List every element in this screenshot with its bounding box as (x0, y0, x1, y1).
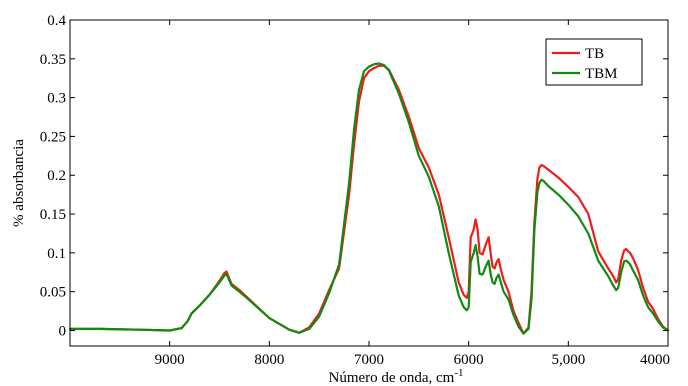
y-tick-label: 0.2 (47, 168, 66, 184)
x-axis-title-superscript: -1 (454, 367, 463, 379)
legend-label-tb: TB (585, 46, 604, 62)
x-axis-title: Número de onda, cm-1 (329, 367, 464, 386)
y-tick-label: 0.35 (40, 52, 66, 68)
legend-label-tbm: TBM (585, 66, 618, 82)
y-tick-label: 0.25 (40, 129, 66, 145)
series-line-tbm (68, 62, 670, 335)
y-tick-label: 0.4 (47, 13, 66, 29)
y-axis-title: % absorbancia (11, 139, 27, 227)
y-tick-label: 0.05 (40, 285, 66, 301)
x-tick-label: 6000 (454, 352, 484, 368)
x-tick-label: 8000 (254, 352, 284, 368)
y-tick-label: 0.1 (47, 246, 66, 262)
y-tick-label: 0.3 (47, 91, 66, 107)
x-tick-label: 4000 (640, 352, 670, 368)
x-tick-label: 5,000 (551, 352, 585, 368)
series-layer (68, 62, 670, 335)
ticks-layer: 0 0.05 0.1 0.15 0.2 0.25 0.3 0.35 0.4 9000 8000 700… (40, 13, 670, 368)
x-tick-label: 9000 (155, 352, 185, 368)
y-tick-label: 0.15 (40, 207, 66, 223)
legend: TB TBM (545, 38, 643, 86)
legend-box (545, 38, 643, 86)
y-tick-label: 0 (59, 323, 67, 339)
x-tick-label: 7000 (354, 352, 384, 368)
